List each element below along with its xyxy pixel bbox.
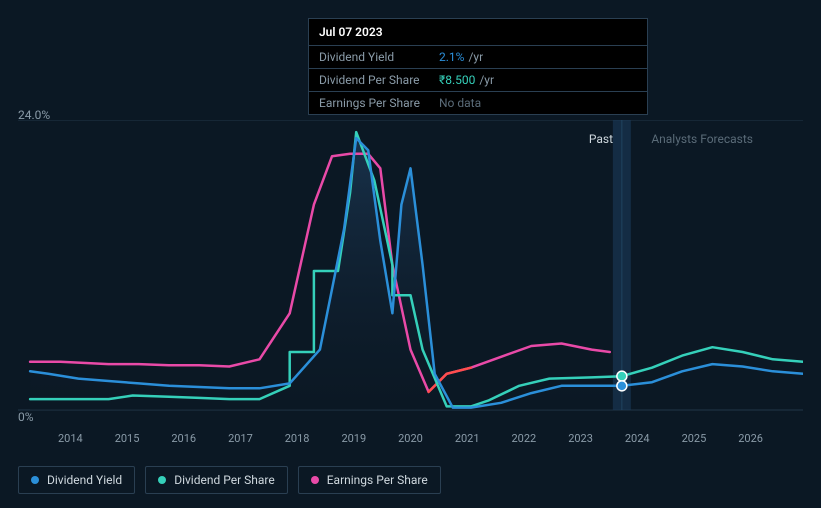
tooltip-value: ₹8.500/yr	[439, 73, 637, 87]
x-tick-label: 2024	[625, 432, 650, 445]
tooltip-row: Dividend Per Share ₹8.500/yr	[309, 68, 647, 91]
tooltip-row: Earnings Per Share No data	[309, 91, 647, 114]
x-tick-label: 2021	[455, 432, 480, 445]
chart-svg	[18, 120, 803, 430]
x-tick-label: 2018	[285, 432, 310, 445]
tooltip-row: Dividend Yield 2.1%/yr	[309, 45, 647, 68]
x-tick-label: 2022	[512, 432, 537, 445]
x-tick-label: 2016	[171, 432, 196, 445]
forecast-label: Analysts Forecasts	[651, 132, 753, 146]
tooltip-label: Earnings Per Share	[319, 96, 439, 110]
tooltip-value: No data	[439, 96, 637, 110]
tooltip-label: Dividend Yield	[319, 50, 439, 64]
legend-item-earnings-per-share[interactable]: Earnings Per Share	[298, 466, 441, 494]
tooltip-label: Dividend Per Share	[319, 73, 439, 87]
legend-dot-icon	[158, 476, 166, 484]
x-tick-label: 2020	[398, 432, 423, 445]
x-tick-label: 2025	[682, 432, 707, 445]
legend-item-dividend-yield[interactable]: Dividend Yield	[18, 466, 135, 494]
legend-label: Dividend Per Share	[174, 473, 275, 487]
x-tick-label: 2019	[341, 432, 366, 445]
tooltip-value: 2.1%/yr	[439, 50, 637, 64]
x-tick-label: 2015	[115, 432, 140, 445]
x-axis-ticks: 2014 2015 2016 2017 2018 2019 2020 2021 2022 2023…	[18, 432, 803, 445]
x-tick-label: 2023	[568, 432, 593, 445]
tooltip-date: Jul 07 2023	[309, 19, 647, 45]
legend-label: Dividend Yield	[47, 473, 122, 487]
chart-legend: Dividend Yield Dividend Per Share Earnin…	[18, 466, 441, 494]
x-tick-label: 2014	[58, 432, 83, 445]
legend-dot-icon	[31, 476, 39, 484]
x-tick-label: 2017	[228, 432, 253, 445]
chart-tooltip: Jul 07 2023 Dividend Yield 2.1%/yr Divid…	[308, 18, 648, 115]
legend-label: Earnings Per Share	[327, 473, 428, 487]
past-label: Past	[589, 132, 613, 146]
x-tick-label: 2026	[738, 432, 763, 445]
legend-item-dividend-per-share[interactable]: Dividend Per Share	[145, 466, 288, 494]
legend-dot-icon	[311, 476, 319, 484]
